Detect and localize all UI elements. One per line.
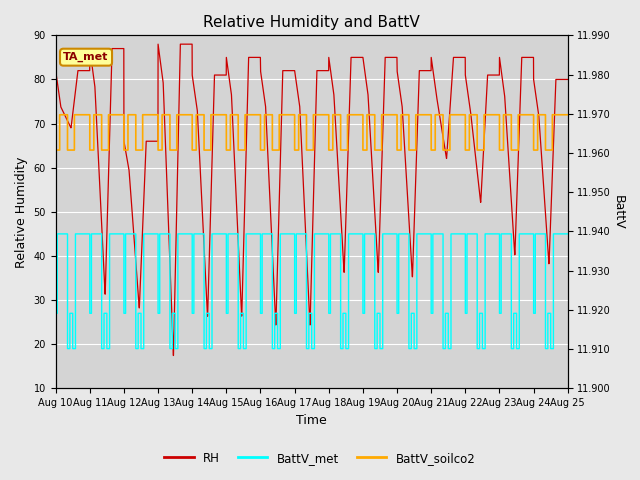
BattV_met xyxy=(398,231,406,237)
BattV_soilco2 xyxy=(426,112,434,118)
RH xyxy=(154,41,162,47)
Line: BattV_soilco2: BattV_soilco2 xyxy=(56,115,568,150)
Text: TA_met: TA_met xyxy=(63,52,109,62)
X-axis label: Time: Time xyxy=(296,414,327,427)
BattV_soilco2 xyxy=(144,112,152,118)
BattV_met xyxy=(144,231,152,237)
BattV_soilco2 xyxy=(292,147,300,153)
Line: BattV_met: BattV_met xyxy=(56,234,568,348)
RH xyxy=(564,77,572,83)
RH xyxy=(456,55,463,60)
RH xyxy=(398,102,406,108)
RH xyxy=(426,68,434,73)
Title: Relative Humidity and BattV: Relative Humidity and BattV xyxy=(204,15,420,30)
BattV_soilco2 xyxy=(398,112,406,118)
BattV_met xyxy=(456,231,463,237)
BattV_soilco2 xyxy=(455,112,463,118)
BattV_met xyxy=(564,231,572,237)
BattV_soilco2 xyxy=(52,147,60,153)
BattV_soilco2 xyxy=(56,112,63,118)
BattV_soilco2 xyxy=(563,112,571,118)
Legend: RH, BattV_met, BattV_soilco2: RH, BattV_met, BattV_soilco2 xyxy=(160,447,480,469)
BattV_met xyxy=(52,311,60,316)
BattV_met xyxy=(63,346,71,351)
RH xyxy=(292,80,300,86)
BattV_met xyxy=(292,231,300,237)
BattV_met xyxy=(54,231,61,237)
RH xyxy=(563,77,571,83)
RH xyxy=(52,68,60,73)
Y-axis label: Relative Humidity: Relative Humidity xyxy=(15,156,28,267)
BattV_met xyxy=(563,231,571,237)
Line: RH: RH xyxy=(56,44,568,356)
RH xyxy=(144,138,152,144)
BattV_met xyxy=(426,231,434,237)
Y-axis label: BattV: BattV xyxy=(612,194,625,229)
BattV_soilco2 xyxy=(564,112,572,118)
RH xyxy=(170,353,177,359)
